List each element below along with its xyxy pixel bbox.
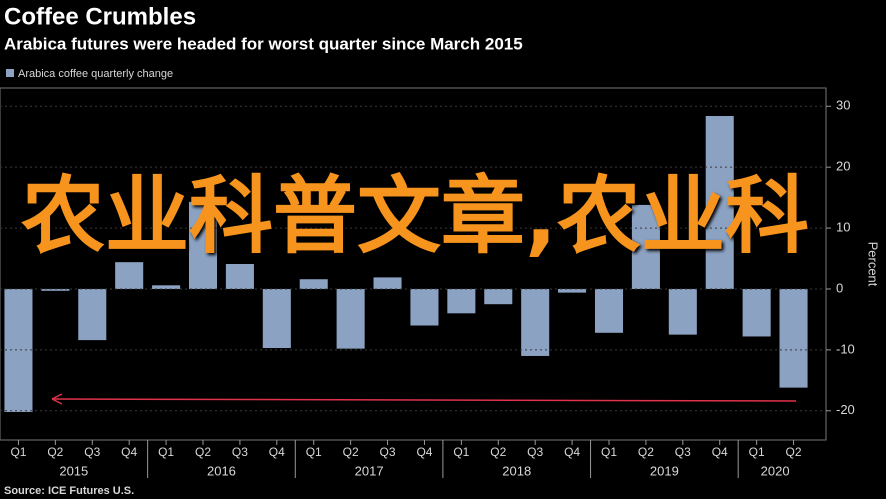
x-tick-label: Q4 — [564, 445, 580, 459]
x-group-label: 2017 — [355, 463, 384, 478]
bar — [558, 288, 587, 293]
trend-arrow — [53, 398, 797, 402]
bar — [410, 288, 439, 326]
y-tick-label: 10 — [836, 220, 850, 235]
y-tick-label: -10 — [836, 341, 855, 356]
bar — [373, 277, 402, 289]
x-tick-label: Q4 — [416, 445, 432, 459]
x-tick-label: Q1 — [158, 445, 174, 459]
bar — [262, 288, 291, 349]
bar — [78, 288, 107, 341]
legend-swatch — [6, 69, 14, 77]
y-tick-label: 20 — [836, 159, 850, 174]
y-tick-label: 0 — [836, 280, 843, 295]
x-tick-label: Q1 — [601, 445, 617, 459]
x-tick-label: Q3 — [84, 445, 100, 459]
bar — [594, 288, 624, 333]
overlay-text: 农业科普文章,农业科 — [21, 167, 809, 265]
x-group-label: 2019 — [650, 463, 679, 478]
x-tick-label: Q3 — [380, 445, 396, 459]
bar — [484, 288, 513, 305]
bar — [521, 288, 550, 356]
y-tick-label: -20 — [836, 402, 855, 417]
x-group-label: 2018 — [502, 463, 531, 478]
x-tick-label: Q2 — [47, 445, 63, 459]
y-axis-label: Percent — [866, 242, 881, 287]
x-tick-label: Q1 — [453, 445, 469, 459]
x-tick-label: Q1 — [749, 445, 765, 459]
x-tick-label: Q1 — [306, 445, 322, 459]
bar — [336, 288, 365, 349]
plot-frame — [0, 87, 827, 441]
source: Source: ICE Futures U.S. — [4, 485, 134, 497]
x-tick-label: Q4 — [121, 445, 137, 459]
y-tick-label: 30 — [836, 98, 850, 113]
trend-arrow-head — [51, 393, 63, 405]
x-tick-label: Q2 — [638, 445, 654, 459]
x-tick-label: Q4 — [269, 445, 285, 459]
bar — [705, 116, 734, 289]
bar — [4, 288, 33, 412]
chart-subtitle: Arabica futures were headed for worst qu… — [4, 34, 523, 53]
legend-label: Arabica coffee quarterly change — [18, 68, 173, 80]
bar — [742, 288, 771, 337]
x-tick-label: Q3 — [232, 445, 248, 459]
x-group-label: 2016 — [207, 463, 236, 478]
x-tick-label: Q4 — [712, 445, 728, 459]
x-tick-label: Q2 — [490, 445, 506, 459]
bar — [225, 264, 254, 289]
bar — [41, 288, 70, 291]
bar — [152, 285, 181, 289]
bars — [4, 116, 808, 412]
x-tick-label: Q2 — [343, 445, 359, 459]
x-tick-label: Q2 — [786, 445, 802, 459]
x-tick-label: Q3 — [527, 445, 543, 459]
x-tick-label: Q1 — [10, 445, 26, 459]
bar — [188, 201, 218, 289]
bar — [668, 288, 697, 335]
bar — [631, 204, 660, 289]
x-tick-label: Q3 — [675, 445, 691, 459]
bar — [115, 262, 144, 289]
bar — [299, 279, 328, 289]
chart-title: Coffee Crumbles — [4, 3, 196, 30]
x-tick-label: Q2 — [195, 445, 211, 459]
x-group-label: 2020 — [761, 463, 790, 478]
x-group-label: 2015 — [59, 463, 88, 478]
bar — [447, 288, 476, 314]
bar — [779, 288, 808, 388]
